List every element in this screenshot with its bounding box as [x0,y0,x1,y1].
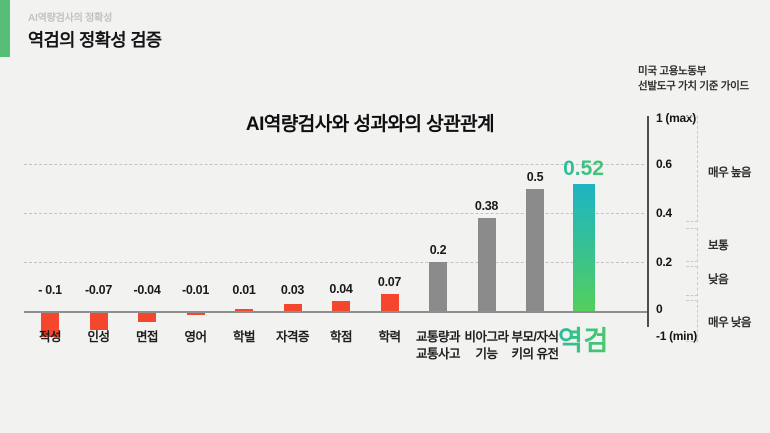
category-label-line: 적성 [38,330,62,344]
category-label-line: 기능 [475,347,498,361]
range-label: 매우 높음 [708,167,752,179]
bar-category-label: 적성 [4,329,96,346]
category-label-line: 교통량과 [415,330,461,344]
bar-value-label: - 0.1 [38,283,62,297]
gridline [24,213,644,214]
range-bracket [686,116,698,222]
bar-value-label: 0.04 [329,282,353,297]
category-label-line: 영어 [184,330,207,344]
bar [235,308,253,311]
range-bracket [686,228,698,262]
bar-category-label: 자격증 [247,329,339,346]
gridline [24,262,644,263]
range-label: 보통 [708,240,729,252]
guide-note-line1: 미국 고용노동부 [638,65,707,77]
guide-note: 미국 고용노동부 선발도구 가치 기준 가이드 [638,64,749,94]
bar-value-label: 0.07 [377,274,402,289]
bar [283,303,302,311]
bar [89,312,108,330]
bar-value-label: 0.01 [232,283,256,297]
axis-tick-label: 0 [656,302,663,316]
bar-value-label: 0.38 [474,198,499,213]
accent-bar [0,0,10,57]
bar [138,312,156,323]
bar-category-label: 학벌 [198,329,290,346]
category-label-line: 역검 [558,326,609,356]
bar [429,262,447,311]
bar-value-label: 0.2 [429,243,447,257]
bar-category-label: 영어 [150,329,242,346]
axis-tick-label: 1 (max) [656,111,696,125]
page-title: 역검의 정확성 검증 [28,30,162,50]
bar-value-label: 0.52 [539,157,629,181]
bar [41,312,59,337]
bar-value-label: -0.01 [182,283,209,297]
bar-category-label: 면접 [101,329,193,346]
category-label-line: 자격증 [275,330,310,344]
category-label-line: 학점 [329,330,353,344]
axis-tick-label: 0.6 [656,156,672,171]
eyebrow-text: AI역량검사의 정확성 [28,13,113,24]
bar-category-label: 인성 [53,329,145,346]
category-label-line: 면접 [135,330,159,344]
category-label-line: 교통사고 [415,347,461,361]
category-label-line: 학력 [378,330,401,344]
bar-category-label: 학력 [344,329,436,346]
right-axis-line [647,116,649,327]
bar [186,312,205,315]
bar-value-label: 0.03 [280,283,305,297]
bar [477,217,496,311]
bar-value-label: 0.5 [526,169,544,184]
bar [526,188,544,311]
axis-tick-label: -1 (min) [656,329,697,343]
bar [332,301,350,311]
bar-category-label: 학점 [295,329,387,346]
category-label-line: 부모/자식 [511,330,559,344]
zero-baseline [24,311,648,313]
bar-category-label: 역검 [538,326,630,356]
range-label: 낮음 [708,274,729,286]
axis-tick-label: 0.4 [656,205,672,220]
category-label-line: 인성 [87,330,110,344]
range-bracket [686,300,698,342]
range-label: 매우 낮음 [708,317,752,329]
bar-value-label: -0.04 [133,283,161,297]
category-label-line: 키의 유전 [511,347,559,361]
bar [572,183,595,311]
category-label-line: 학벌 [232,330,256,344]
guide-note-line2: 선발도구 가치 기준 가이드 [638,80,749,92]
category-label-line: 비아그라 [464,330,509,344]
axis-tick-label: 0.2 [656,254,672,269]
bar [380,293,399,311]
bar-value-label: -0.07 [85,283,112,297]
gridline [24,164,644,165]
chart-title: AI역량검사와 성과와의 상관관계 [245,114,495,135]
range-bracket [686,266,698,296]
